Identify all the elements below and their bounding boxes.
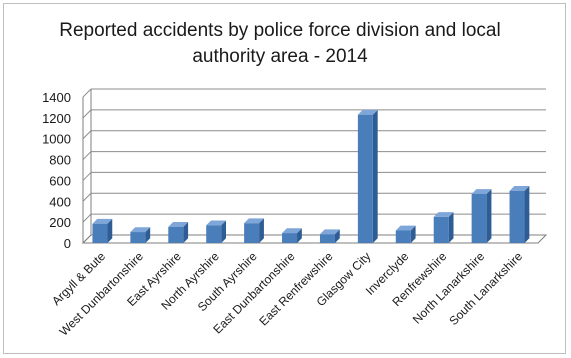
bar-side (448, 212, 454, 243)
grid-layer (82, 88, 546, 244)
axis-layer (81, 89, 548, 244)
bar-front (433, 216, 449, 243)
bar-side (524, 186, 530, 243)
bar-renfrewshire (433, 212, 454, 243)
bar-top (319, 229, 340, 235)
bar-side (145, 227, 151, 243)
gridline-connector (82, 213, 92, 223)
y-tick-label: 400 (49, 194, 71, 209)
y-tick-label: 200 (49, 215, 71, 230)
bar-east-ayrshire (168, 222, 189, 243)
y-tick-label: 800 (49, 153, 71, 168)
bar-west-dunbartonshire (130, 227, 151, 243)
y-tick-label: 1200 (42, 111, 71, 126)
bar-top (433, 212, 454, 217)
bar-top (168, 222, 189, 227)
bar-top (471, 189, 492, 194)
bar-glasgow-city (357, 109, 378, 243)
gridline-connector (82, 172, 92, 181)
bar-side (334, 229, 340, 243)
bar-front (282, 233, 298, 243)
bar-front (92, 223, 108, 243)
x-tick-label: South Lanarkshire (446, 249, 525, 328)
bar-side (107, 218, 113, 243)
bar-front (206, 225, 222, 243)
gridline-connector (82, 130, 92, 140)
gridline-connector (82, 151, 92, 160)
bar-side (259, 218, 264, 243)
bar-north-ayrshire (206, 220, 227, 243)
y-tick-label: 0 (64, 236, 71, 251)
bar-front (319, 234, 335, 243)
bar-layer (92, 109, 530, 243)
bar-top (206, 220, 227, 226)
bar-top (130, 227, 151, 233)
chart-floor (81, 234, 548, 244)
bar-side (410, 225, 416, 243)
bar-north-lanarkshire (471, 189, 492, 243)
bar-top (282, 228, 302, 234)
y-tick-label: 600 (49, 173, 71, 188)
bar-front (357, 114, 373, 243)
y-tick-label: 1400 (42, 90, 71, 105)
bar-front (168, 226, 184, 243)
bar-side (221, 220, 227, 243)
bar-front (244, 223, 260, 243)
bar-front (471, 193, 487, 243)
bar-argyll-bute (92, 218, 113, 243)
bar-south-lanarkshire (509, 186, 530, 243)
gridline-connector (82, 192, 92, 202)
gridline-connector (82, 88, 92, 98)
gridline-connector (82, 109, 92, 119)
chart-title: Reported accidents by police force divis… (59, 20, 501, 67)
bar-inverclyde (395, 225, 416, 243)
bar-east-renfrewshire (319, 229, 340, 243)
bar-top (244, 218, 264, 224)
bar-top (395, 225, 416, 231)
bar-front (395, 230, 411, 243)
bar-top (92, 218, 113, 224)
bar-east-dunbartonshire (282, 228, 302, 243)
y-tick-labels: 0 200 400 600 800 1000 1200 1400 (42, 90, 71, 251)
bar-front (130, 232, 146, 243)
bar-front (509, 190, 525, 243)
y-tick-label: 1000 (42, 132, 71, 147)
chart-frame (3, 3, 566, 354)
bar-top (509, 186, 530, 191)
bar-side (486, 189, 492, 243)
bar-top (357, 109, 378, 115)
bar-south-ayrshire (244, 218, 264, 243)
bar-side (183, 222, 189, 243)
bar-side (372, 109, 378, 243)
bar-side (297, 228, 302, 243)
